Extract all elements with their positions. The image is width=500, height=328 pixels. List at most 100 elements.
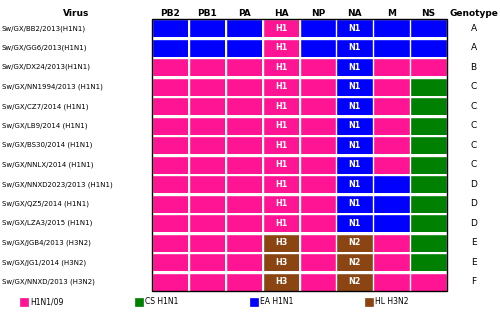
Bar bbox=[152, 117, 188, 135]
Bar bbox=[190, 19, 225, 37]
Bar bbox=[374, 273, 410, 291]
Text: HA: HA bbox=[274, 9, 288, 18]
Bar bbox=[337, 234, 373, 252]
Text: N1: N1 bbox=[348, 199, 361, 208]
Bar bbox=[190, 136, 225, 154]
Bar bbox=[152, 234, 188, 252]
Bar bbox=[410, 175, 446, 193]
Bar bbox=[374, 156, 410, 174]
Text: C: C bbox=[470, 160, 476, 169]
Text: N1: N1 bbox=[348, 160, 361, 169]
Bar bbox=[190, 117, 225, 135]
Bar bbox=[226, 273, 262, 291]
Bar bbox=[337, 136, 373, 154]
Bar bbox=[152, 253, 188, 271]
Text: H1: H1 bbox=[275, 102, 287, 111]
Bar bbox=[410, 78, 446, 96]
Bar bbox=[300, 273, 336, 291]
Bar bbox=[152, 19, 188, 37]
Text: Sw/GX/LZA3/2015 (H1N1): Sw/GX/LZA3/2015 (H1N1) bbox=[2, 220, 92, 227]
Bar bbox=[263, 195, 299, 213]
Text: Sw/GX/LB9/2014 (H1N1): Sw/GX/LB9/2014 (H1N1) bbox=[2, 122, 87, 129]
Text: NS: NS bbox=[422, 9, 436, 18]
Bar bbox=[365, 298, 373, 306]
Bar bbox=[263, 39, 299, 57]
Text: H1: H1 bbox=[275, 160, 287, 169]
Bar bbox=[226, 136, 262, 154]
Text: C: C bbox=[470, 141, 476, 150]
Bar bbox=[135, 298, 143, 306]
Bar bbox=[374, 214, 410, 232]
Bar bbox=[410, 234, 446, 252]
Bar bbox=[337, 19, 373, 37]
Text: EA H1N1: EA H1N1 bbox=[260, 297, 294, 306]
Bar bbox=[374, 39, 410, 57]
Bar bbox=[226, 78, 262, 96]
Text: Virus: Virus bbox=[63, 9, 89, 18]
Bar bbox=[374, 253, 410, 271]
Bar bbox=[152, 58, 188, 76]
Text: Sw/GX/QZ5/2014 (H1N1): Sw/GX/QZ5/2014 (H1N1) bbox=[2, 200, 89, 207]
Text: H1N1/09: H1N1/09 bbox=[30, 297, 64, 306]
Bar bbox=[226, 214, 262, 232]
Bar bbox=[226, 156, 262, 174]
Bar bbox=[263, 117, 299, 135]
Bar bbox=[152, 156, 188, 174]
Bar bbox=[263, 175, 299, 193]
Text: N1: N1 bbox=[348, 141, 361, 150]
Bar bbox=[374, 117, 410, 135]
Text: C: C bbox=[470, 102, 476, 111]
Text: CS H1N1: CS H1N1 bbox=[145, 297, 178, 306]
Bar bbox=[190, 214, 225, 232]
Bar bbox=[374, 97, 410, 115]
Bar bbox=[337, 58, 373, 76]
Text: Sw/GX/NNXD/2013 (H3N2): Sw/GX/NNXD/2013 (H3N2) bbox=[2, 278, 95, 285]
Bar bbox=[152, 195, 188, 213]
Bar bbox=[226, 97, 262, 115]
Text: Sw/GX/GG6/2013(H1N1): Sw/GX/GG6/2013(H1N1) bbox=[2, 45, 87, 51]
Bar bbox=[337, 253, 373, 271]
Bar bbox=[152, 19, 447, 291]
Bar bbox=[410, 19, 446, 37]
Bar bbox=[410, 195, 446, 213]
Bar bbox=[152, 214, 188, 232]
Bar bbox=[374, 195, 410, 213]
Bar bbox=[337, 97, 373, 115]
Bar bbox=[263, 78, 299, 96]
Bar bbox=[300, 97, 336, 115]
Bar bbox=[410, 117, 446, 135]
Text: A: A bbox=[470, 24, 476, 33]
Text: H1: H1 bbox=[275, 43, 287, 52]
Bar bbox=[152, 78, 188, 96]
Bar bbox=[190, 234, 225, 252]
Bar bbox=[190, 253, 225, 271]
Bar bbox=[226, 195, 262, 213]
Text: D: D bbox=[470, 180, 477, 189]
Text: M: M bbox=[387, 9, 396, 18]
Bar bbox=[190, 58, 225, 76]
Bar bbox=[263, 136, 299, 154]
Text: N1: N1 bbox=[348, 82, 361, 91]
Text: N1: N1 bbox=[348, 102, 361, 111]
Bar bbox=[300, 195, 336, 213]
Text: Sw/GX/BB2/2013(H1N1): Sw/GX/BB2/2013(H1N1) bbox=[2, 25, 86, 31]
Text: Sw/GX/NNXD2023/2013 (H1N1): Sw/GX/NNXD2023/2013 (H1N1) bbox=[2, 181, 113, 188]
Text: NA: NA bbox=[348, 9, 362, 18]
Bar bbox=[250, 298, 258, 306]
Bar bbox=[374, 136, 410, 154]
Text: Sw/GX/DX24/2013(H1N1): Sw/GX/DX24/2013(H1N1) bbox=[2, 64, 91, 71]
Bar bbox=[226, 19, 262, 37]
Text: E: E bbox=[470, 238, 476, 247]
Bar bbox=[152, 97, 188, 115]
Text: H1: H1 bbox=[275, 82, 287, 91]
Text: Sw/GX/CZ7/2014 (H1N1): Sw/GX/CZ7/2014 (H1N1) bbox=[2, 103, 88, 110]
Bar bbox=[300, 39, 336, 57]
Text: H3: H3 bbox=[275, 277, 287, 286]
Bar bbox=[300, 156, 336, 174]
Text: H3: H3 bbox=[275, 258, 287, 267]
Text: N2: N2 bbox=[348, 258, 361, 267]
Bar bbox=[410, 253, 446, 271]
Text: C: C bbox=[470, 82, 476, 91]
Bar bbox=[226, 58, 262, 76]
Bar bbox=[263, 214, 299, 232]
